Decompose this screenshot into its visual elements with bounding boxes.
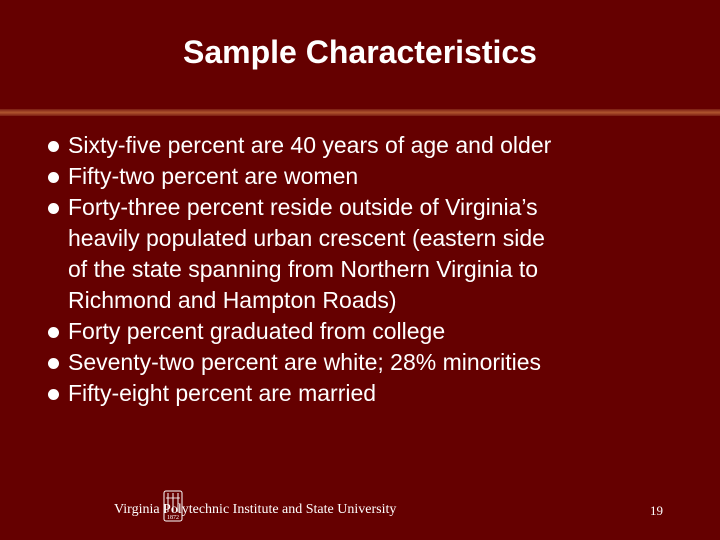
bullet-text: Seventy-two percent are white; 28% minor… xyxy=(68,349,541,375)
bullet-text-line: heavily populated urban crescent (easter… xyxy=(68,225,545,251)
university-seal-icon: 1872 xyxy=(163,490,183,522)
seal-year: 1872 xyxy=(167,515,179,521)
bullet-icon xyxy=(48,203,59,214)
title-divider xyxy=(0,109,720,116)
bullet-item: Fifty-two percent are women xyxy=(48,161,708,192)
bullet-icon xyxy=(48,327,59,338)
bullet-icon xyxy=(48,389,59,400)
bullet-item: Seventy-two percent are white; 28% minor… xyxy=(48,347,708,378)
bullet-text: Fifty-eight percent are married xyxy=(68,380,377,406)
bullet-list: Sixty-five percent are 40 years of age a… xyxy=(48,130,708,409)
bullet-icon xyxy=(48,141,59,152)
footer-institution: Virginia Polytechnic Institute and State… xyxy=(114,502,397,517)
bullet-item: Sixty-five percent are 40 years of age a… xyxy=(48,130,708,161)
bullet-item: Forty-three percent reside outside of Vi… xyxy=(48,192,708,316)
bullet-item: Fifty-eight percent are married xyxy=(48,378,708,409)
bullet-text-line: Richmond and Hampton Roads) xyxy=(68,287,397,313)
bullet-icon xyxy=(48,172,59,183)
bullet-text-line: Forty-three percent reside outside of Vi… xyxy=(68,194,538,220)
bullet-text: Sixty-five percent are 40 years of age a… xyxy=(68,132,552,158)
bullet-text-line: of the state spanning from Northern Virg… xyxy=(68,256,539,282)
page-number: 19 xyxy=(650,503,663,518)
bullet-item: Forty percent graduated from college xyxy=(48,316,708,347)
slide-title: Sample Characteristics xyxy=(183,34,537,70)
bullet-text: Forty percent graduated from college xyxy=(68,318,446,344)
bullet-text: Fifty-two percent are women xyxy=(68,163,359,189)
bullet-icon xyxy=(48,358,59,369)
